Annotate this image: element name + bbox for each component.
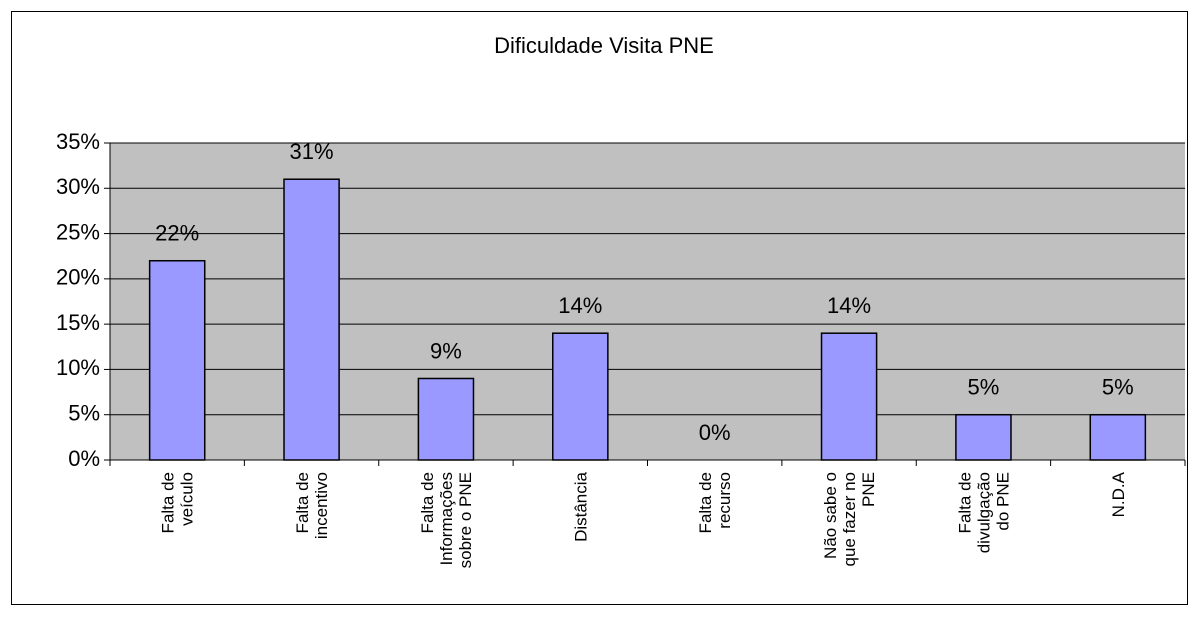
y-tick-label: 30%	[56, 174, 100, 199]
x-tick-label: Falta deInformaçõessobre o PNE	[418, 472, 475, 568]
x-tick-label: Falta derecurso	[696, 472, 734, 533]
x-tick-label: N.D.A	[1109, 471, 1128, 517]
y-tick-label: 0%	[68, 446, 100, 471]
bar	[417, 377, 475, 461]
x-tick-label: Falta deincentivo	[293, 472, 331, 539]
y-tick-label: 5%	[68, 401, 100, 426]
bar	[955, 413, 1012, 461]
bar	[820, 332, 878, 461]
y-tick-label: 35%	[56, 129, 100, 154]
bar	[552, 332, 609, 461]
bar	[148, 259, 206, 461]
y-tick-label: 25%	[56, 219, 100, 244]
data-label: 14%	[558, 293, 602, 318]
plot-area	[110, 143, 1185, 460]
x-tick-label: Distância	[571, 471, 590, 541]
data-label: 22%	[155, 221, 199, 246]
chart-title: Dificuldade Visita PNE	[494, 33, 714, 58]
y-tick-label: 15%	[56, 310, 100, 335]
data-label: 5%	[1102, 375, 1134, 400]
x-tick-label: Falta dedivulgaçãodo PNE	[955, 472, 1012, 553]
y-tick-label: 20%	[56, 265, 100, 290]
bar	[1089, 413, 1147, 461]
y-tick-label: 10%	[56, 355, 100, 380]
x-tick-label: Não sabe oque fazer noPNE	[821, 472, 878, 567]
data-label: 9%	[430, 338, 462, 363]
data-label: 5%	[968, 375, 1000, 400]
data-label: 0%	[699, 420, 731, 445]
data-label: 31%	[290, 139, 334, 164]
data-label: 14%	[827, 293, 871, 318]
bar	[283, 178, 340, 461]
x-tick-label: Falta deveículo	[159, 472, 197, 533]
